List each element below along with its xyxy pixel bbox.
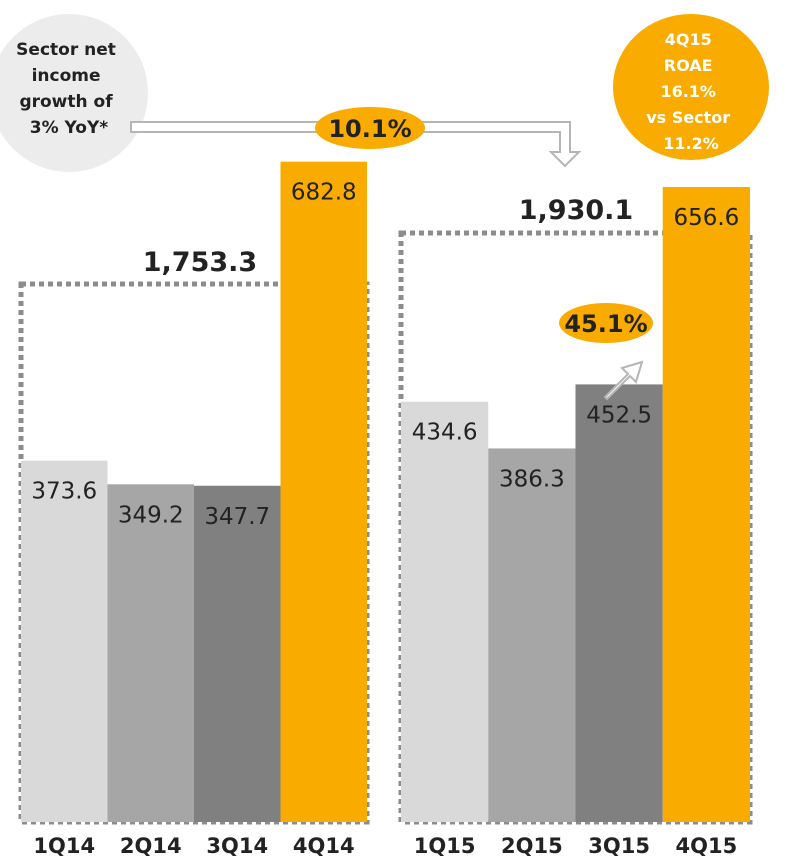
bar-3q15	[575, 384, 663, 822]
x-tick-2q15: 2Q15	[501, 834, 563, 858]
roae-bubble	[613, 14, 769, 160]
value-label-2q14: 349.2	[118, 502, 184, 528]
sector-bubble-line-4: 3% YoY*	[30, 118, 109, 138]
bars-layer: 373.6 349.2 347.7 682.8 434.6 386.3 452.5 656.6	[21, 161, 750, 822]
roae-bubble-line-2: ROAE	[664, 56, 713, 75]
bar-2q15	[488, 448, 576, 822]
roae-bubble-line-4: vs Sector	[646, 108, 730, 127]
value-label-1q15: 434.6	[412, 420, 478, 446]
roae-bubble-text: 4Q15 ROAE 16.1% vs Sector 11.2%	[646, 30, 736, 153]
x-axis-labels: 1Q14 2Q14 3Q14 4Q14 1Q15 2Q15 3Q15 4Q15	[33, 834, 737, 858]
bar-3q14	[194, 485, 281, 822]
value-label-3q14: 347.7	[204, 504, 270, 530]
bar-1q15	[401, 401, 489, 822]
qoq-growth-pill	[559, 303, 653, 343]
bar-4q14	[280, 161, 367, 822]
total-label-2014: 1,753.3	[143, 247, 257, 278]
value-label-2q15: 386.3	[499, 466, 565, 492]
sector-bubble-line-2: income	[32, 66, 101, 86]
value-label-4q14: 682.8	[291, 180, 357, 206]
qoq-growth-label: 45.1%	[564, 310, 647, 338]
bar-2q14	[107, 484, 194, 822]
roae-bubble-line-5: 11.2%	[663, 134, 719, 153]
total-label-2015: 1,930.1	[519, 195, 633, 226]
bar-1q14	[21, 460, 108, 822]
x-tick-3q15: 3Q15	[588, 834, 650, 858]
x-tick-2q14: 2Q14	[120, 834, 182, 858]
sector-bubble-line-1: Sector net	[16, 40, 116, 60]
qoq-arrow	[603, 360, 644, 401]
x-tick-4q14: 4Q14	[293, 834, 355, 858]
yoy-growth-pill	[315, 107, 425, 149]
x-tick-1q14: 1Q14	[33, 834, 95, 858]
value-label-3q15: 452.5	[586, 402, 652, 428]
sector-bubble-line-3: growth of	[19, 92, 113, 112]
yoy-growth-label: 10.1%	[328, 115, 411, 143]
bar-4q15	[662, 187, 750, 822]
x-tick-3q14: 3Q14	[206, 834, 268, 858]
x-tick-4q15: 4Q15	[676, 834, 738, 858]
value-label-1q14: 373.6	[31, 479, 97, 505]
roae-bubble-line-3: 16.1%	[660, 82, 716, 101]
value-label-4q15: 656.6	[673, 205, 739, 231]
roae-bubble-line-1: 4Q15	[665, 30, 712, 49]
sector-bubble	[0, 14, 148, 172]
sector-bubble-text: Sector net income growth of 3% YoY*	[16, 40, 122, 138]
x-tick-1q15: 1Q15	[414, 834, 476, 858]
